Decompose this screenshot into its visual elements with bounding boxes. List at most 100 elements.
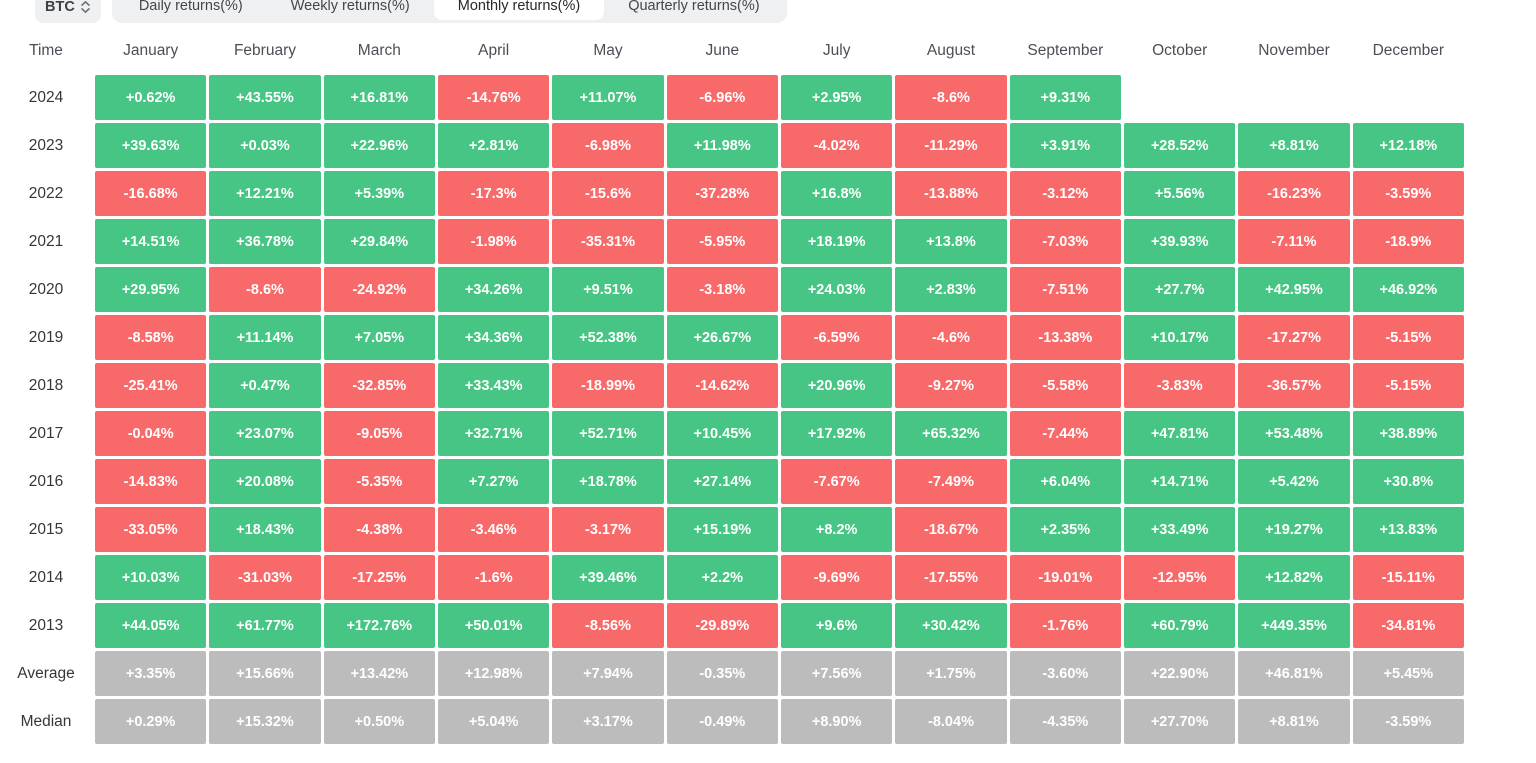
return-cell: +23.07% [209,411,321,456]
row-label: 2014 [28,568,64,586]
return-cell: +17.92% [781,411,893,456]
return-cell: +7.56% [781,651,893,696]
row-label: 2018 [28,376,64,394]
row-label: Average [17,664,75,682]
return-cell: +29.84% [323,219,435,264]
return-cell: -37.28% [666,171,778,216]
return-cell: +32.71% [438,411,550,456]
return-cell: -16.23% [1238,171,1350,216]
return-cell: +39.93% [1124,219,1236,264]
return-cell: +6.04% [1009,459,1121,504]
return-cell: -15.11% [1352,555,1464,600]
return-cell: -4.38% [323,507,435,552]
month-header: October [1152,41,1208,59]
return-cell: -8.56% [552,603,664,648]
table-row: 2024 +0.62% +43.55% +16.81% -14.76% +11.07% -6… [0,75,1464,120]
row-label: 2022 [28,184,64,202]
return-cell: +9.51% [552,267,664,312]
return-cell: +61.77% [209,603,321,648]
return-cell: -29.89% [666,603,778,648]
return-cell: -14.62% [666,363,778,408]
return-cell: +38.89% [1352,411,1464,456]
return-cell: -7.11% [1238,219,1350,264]
table-row: 2019 -8.58% +11.14% +7.05% +34.36% +52.38% +26… [0,315,1464,360]
return-cell: +28.52% [1124,123,1236,168]
return-cell: -17.3% [438,171,550,216]
return-cell: +19.27% [1238,507,1350,552]
return-cell: +47.81% [1124,411,1236,456]
tab-weekly[interactable]: Weekly returns(%) [267,0,434,20]
return-cell: -17.55% [895,555,1007,600]
return-cell: -8.58% [95,315,207,360]
return-cell: +13.83% [1352,507,1464,552]
month-header: February [233,41,296,59]
return-cell: -5.15% [1352,363,1464,408]
return-cell: -35.31% [552,219,664,264]
return-cell: -5.15% [1352,315,1464,360]
return-cell: +7.05% [323,315,435,360]
return-cell: +44.05% [95,603,207,648]
return-cell: -4.6% [895,315,1007,360]
return-cell: -16.68% [95,171,207,216]
return-cell: -32.85% [323,363,435,408]
return-cell: -1.76% [1009,603,1121,648]
return-cell: -18.67% [895,507,1007,552]
return-cell: +15.66% [209,651,321,696]
return-cell [1124,75,1235,120]
month-header: January [123,41,179,59]
return-cell: +3.91% [1009,123,1121,168]
symbol-selector[interactable]: BTC [35,0,101,23]
tab-daily[interactable]: Daily returns(%) [115,0,267,20]
return-cell: +16.8% [781,171,893,216]
header-row: Time January February March April May June July… [0,30,1464,71]
return-cell: -6.96% [666,75,778,120]
return-cell: -34.81% [1352,603,1464,648]
row-label: 2023 [28,136,64,154]
return-cell: +46.81% [1238,651,1350,696]
return-cell: -4.35% [1009,699,1121,744]
return-cell: +26.67% [666,315,778,360]
return-cell: -18.9% [1352,219,1464,264]
return-cell: +9.31% [1009,75,1121,120]
return-cell: +7.27% [438,459,550,504]
return-cell: +11.14% [209,315,321,360]
return-cell: -8.6% [895,75,1007,120]
return-cell: +39.46% [552,555,664,600]
return-cell: +20.08% [209,459,321,504]
return-cell: +0.50% [323,699,435,744]
return-cell: +14.71% [1124,459,1236,504]
return-cell: -5.35% [323,459,435,504]
month-header: July [822,41,851,59]
return-cell: -6.59% [781,315,893,360]
return-cell: +14.51% [95,219,207,264]
return-cell: +2.81% [438,123,550,168]
return-cell: -9.69% [781,555,893,600]
tab-quarterly[interactable]: Quarterly returns(%) [604,0,783,20]
table-row: 2015 -33.05% +18.43% -4.38% -3.46% -3.17% +15.… [0,507,1464,552]
return-cell: +11.07% [552,75,664,120]
return-cell: +9.6% [781,603,893,648]
return-cell: -3.46% [438,507,550,552]
return-cell: +36.78% [209,219,321,264]
return-cell: -7.49% [895,459,1007,504]
row-label: 2024 [28,88,64,106]
return-cell: +3.35% [95,651,207,696]
tab-monthly[interactable]: Monthly returns(%) [433,0,605,20]
table-row: 2022 -16.68% +12.21% +5.39% -17.3% -15.6% -37.… [0,171,1464,216]
month-header: May [593,41,623,59]
return-cell: -14.83% [95,459,207,504]
table-row: Average +3.35% +15.66% +13.42% +12.98% +7.94%… [0,651,1464,696]
return-cell: -6.98% [552,123,664,168]
table-row: 2014 +10.03% -31.03% -17.25% -1.6% +39.46% +2.… [0,555,1464,600]
month-header: November [1258,41,1330,59]
return-cell: -1.98% [438,219,550,264]
return-cell: +42.95% [1238,267,1350,312]
return-cell: +52.38% [552,315,664,360]
return-cell: -0.49% [666,699,778,744]
return-cell: -7.51% [1009,267,1121,312]
return-cell: -5.58% [1009,363,1121,408]
return-cell: -8.6% [209,267,321,312]
sort-arrows-icon [81,0,90,13]
time-header: Time [29,41,63,59]
return-cell: -0.04% [95,411,207,456]
